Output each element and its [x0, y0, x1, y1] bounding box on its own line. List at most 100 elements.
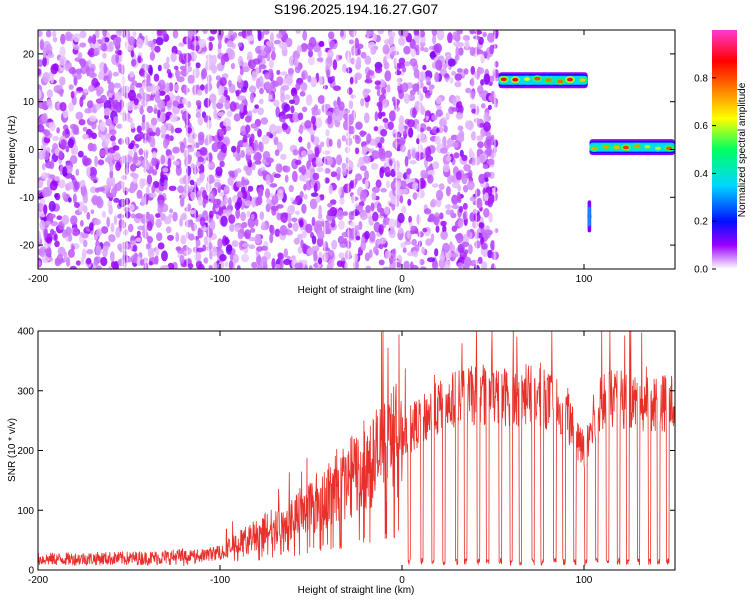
heatmap-cell — [273, 99, 280, 107]
heatmap-cell — [83, 88, 89, 93]
heatmap-cell — [126, 153, 133, 165]
spectrogram-y-label: Frequency (Hz) — [7, 116, 18, 185]
heatmap-cell — [219, 77, 227, 87]
heatmap-cell — [384, 70, 392, 82]
heatmap-cell — [224, 236, 229, 246]
heatmap-cell — [371, 150, 380, 160]
heatmap-cell — [478, 173, 486, 184]
heatmap-cell — [380, 187, 387, 193]
heatmap-cell — [228, 49, 236, 60]
heatmap-cell — [56, 253, 64, 265]
heatmap-cell — [136, 230, 141, 237]
heatmap-cell — [70, 91, 75, 99]
heatmap-cell — [91, 143, 97, 152]
heatmap-cell — [374, 111, 379, 122]
heatmap-cell — [397, 212, 405, 224]
snr-x-ticks: -200 -100 0 100 — [28, 331, 593, 586]
heatmap-cell — [132, 244, 138, 252]
heatmap-cell — [384, 250, 392, 259]
heatmap-cell — [434, 72, 440, 83]
heatmap-cell — [458, 205, 464, 213]
heatmap-cell — [147, 40, 155, 48]
heatmap-cell — [203, 97, 211, 108]
heatmap-cell — [469, 46, 476, 57]
heatmap-cell — [457, 42, 464, 48]
heatmap-cell — [429, 84, 433, 95]
heatmap-gap — [123, 30, 125, 269]
spectrogram-x-label: Height of straight line (km) — [298, 285, 415, 296]
heatmap-cell — [195, 107, 202, 114]
heatmap-cell — [473, 212, 481, 222]
heatmap-cell — [38, 179, 44, 188]
x-tick-label: -200 — [28, 575, 48, 586]
heatmap-cell — [362, 145, 369, 153]
heatmap-cell — [135, 213, 144, 219]
heatmap-cell — [210, 219, 216, 231]
heatmap-cell — [436, 105, 442, 111]
heatmap-cell — [349, 76, 354, 85]
heatmap-cell — [264, 81, 272, 90]
heatmap-cell — [295, 159, 302, 165]
heatmap-cell — [487, 32, 495, 43]
snr-y-label: SNR (10 * v/v) — [7, 418, 18, 482]
heatmap-cell — [167, 262, 175, 269]
heatmap-cell — [88, 72, 97, 78]
heatmap-cell — [172, 100, 179, 107]
heatmap-cell — [469, 196, 476, 202]
heatmap-cell — [348, 100, 354, 110]
heatmap-cell — [397, 77, 401, 87]
heatmap-cell — [388, 218, 396, 230]
heatmap-cell — [330, 171, 337, 178]
heatmap-cell — [189, 179, 195, 186]
heatmap-cell — [276, 189, 284, 201]
heatmap-cell — [413, 69, 421, 79]
heatmap-cell — [187, 74, 196, 84]
heatmap-cell — [281, 42, 288, 51]
heatmap-cell — [296, 45, 302, 54]
heatmap-cell — [424, 91, 431, 99]
heatmap-cell — [180, 213, 188, 221]
heatmap-cell — [308, 51, 313, 58]
heatmap-cell — [77, 52, 83, 60]
heatmap-cell — [398, 126, 404, 134]
heatmap-cell — [147, 236, 153, 244]
heatmap-cell — [465, 87, 472, 94]
heatmap-cell — [190, 163, 195, 170]
heatmap-cell — [336, 138, 342, 149]
heatmap-cell — [374, 66, 383, 74]
heatmap-cell — [262, 150, 271, 160]
y-tick-label: -10 — [20, 193, 35, 204]
heatmap-cell — [391, 96, 397, 103]
heatmap-cell — [64, 31, 73, 42]
heatmap-cell — [453, 152, 460, 159]
heatmap-cell — [291, 217, 298, 223]
heatmap-cell — [275, 163, 281, 173]
heatmap-cell — [52, 30, 57, 38]
heatmap-cell — [305, 95, 313, 106]
heatmap-cell — [447, 32, 453, 44]
heatmap-cell — [212, 198, 220, 209]
heatmap-cell — [255, 66, 260, 76]
heatmap-cell — [457, 125, 464, 131]
heatmap-cell — [382, 44, 390, 55]
y-tick-label: 300 — [17, 386, 34, 397]
heatmap-cell — [93, 256, 100, 266]
heatmap-cell — [93, 234, 98, 241]
heatmap-cell — [88, 85, 95, 92]
heatmap-cell — [331, 112, 336, 123]
heatmap-cell — [80, 256, 85, 265]
heatmap-cell — [102, 30, 107, 38]
heatmap-cell — [256, 263, 263, 269]
heatmap-cell — [400, 144, 406, 153]
heatmap-cell — [54, 233, 58, 241]
heatmap-cell — [451, 253, 458, 258]
heatmap-cell — [218, 87, 222, 96]
heatmap-cell — [280, 212, 289, 224]
y-tick-label: 10 — [23, 97, 35, 108]
heatmap-cell — [283, 258, 291, 266]
heatmap-cell — [153, 73, 160, 82]
y-tick-label: 0 — [28, 145, 34, 156]
heatmap-cell — [231, 240, 239, 248]
heatmap-cell — [427, 174, 434, 184]
heatmap-cell — [67, 181, 74, 190]
